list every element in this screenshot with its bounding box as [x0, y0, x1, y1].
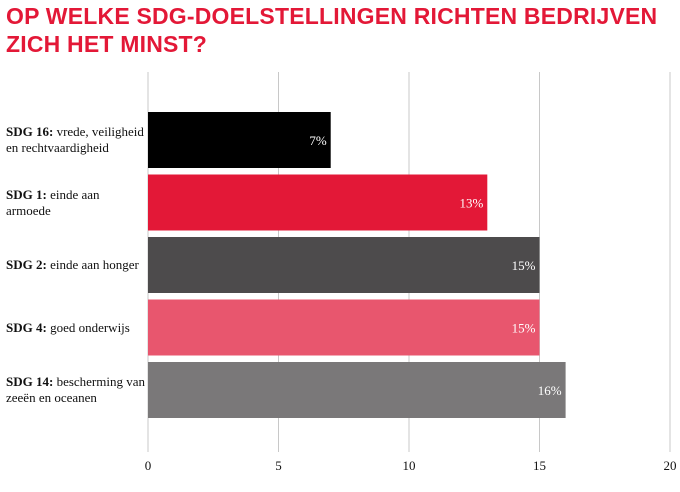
category-name: einde aan armoede: [6, 186, 100, 218]
bar: [148, 237, 540, 293]
category-name: bescherming van zeeën en oceanen: [6, 374, 146, 405]
bar-value-label: 7%: [309, 133, 327, 148]
category-label: SDG 4: goed onderwijs: [6, 320, 146, 336]
bar: [148, 174, 488, 231]
x-tick-label: 15: [533, 458, 546, 473]
category-label: SDG 2: einde aan honger: [6, 257, 146, 273]
chart-title: OP WELKE SDG-DOELSTELLINGEN RICHTEN BEDR…: [6, 3, 658, 57]
category-code: SDG 14:: [6, 374, 54, 389]
category-code: SDG 4:: [6, 319, 47, 335]
category-name: goed onderwijs: [46, 319, 130, 335]
x-tick-label: 10: [403, 458, 416, 473]
category-label: SDG 16: vrede, veiligheid en rechtvaardi…: [6, 124, 146, 156]
bar-value-label: 15%: [512, 258, 536, 273]
bar-value-label: 16%: [538, 383, 562, 398]
category-name: vrede, veiligheid en rechtvaardigheid: [6, 124, 144, 155]
bar: [148, 299, 540, 356]
bar: [148, 362, 566, 418]
x-tick-label: 20: [664, 458, 677, 473]
x-tick-label: 0: [145, 458, 152, 473]
x-tick-label: 5: [275, 458, 282, 473]
bar: [148, 112, 331, 168]
category-code: SDG 2:: [6, 257, 47, 272]
category-label: SDG 14: bescherming van zeeën en oceanen: [6, 374, 146, 406]
category-code: SDG 16:: [6, 124, 54, 139]
category-code: SDG 1:: [6, 186, 47, 202]
bar-value-label: 13%: [459, 196, 483, 211]
category-name: einde aan honger: [46, 257, 139, 272]
category-label: SDG 1: einde aan armoede: [6, 187, 146, 219]
bar-value-label: 15%: [512, 321, 536, 336]
